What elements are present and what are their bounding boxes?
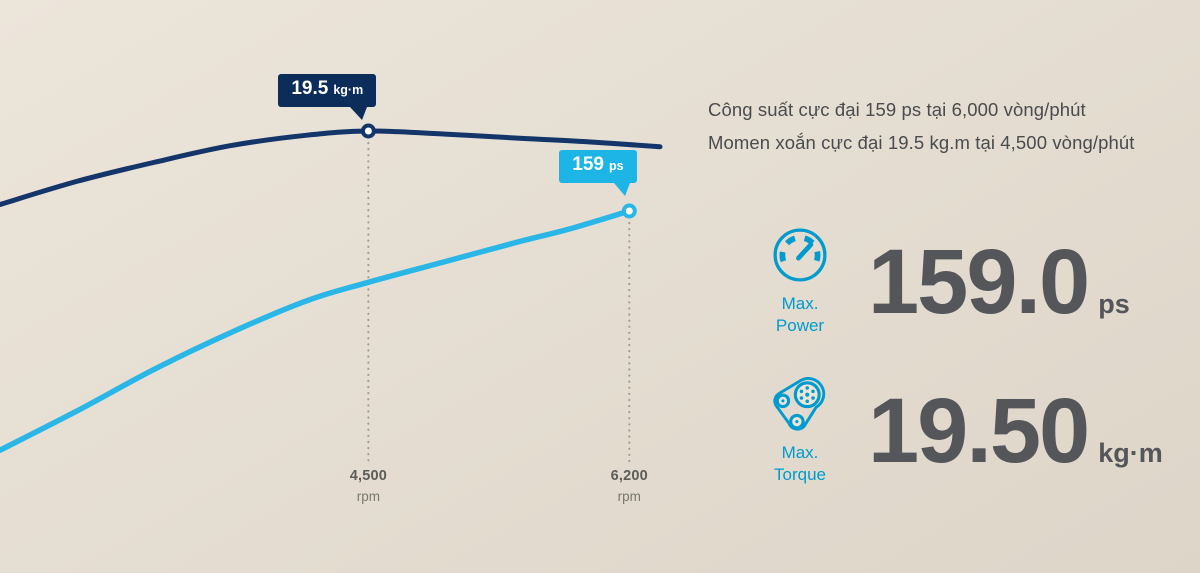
timing-belt-icon	[773, 377, 826, 431]
performance-chart: 19.5 kg·m 159 ps 4,500 rpm 6,200 rpm	[0, 74, 663, 507]
max-power-figure: 159.0 ps	[868, 236, 1130, 328]
summary-panel: Công suất cực đại 159 ps tại 6,000 vòng/…	[708, 94, 1200, 160]
torque-peak-callout: 19.5 kg·m	[278, 74, 377, 120]
power-peak-unit: ps	[609, 159, 624, 173]
summary-line-torque: Momen xoắn cực đại 19.5 kg.m tại 4,500 v…	[708, 131, 1135, 153]
speedometer-icon	[773, 228, 827, 282]
max-torque-figure: 19.50 kg·m	[868, 385, 1163, 477]
stat-label-bottom: Power	[775, 316, 825, 336]
max-power-unit: ps	[1098, 288, 1130, 319]
summary-text: Công suất cực đại 159 ps tại 6,000 vòng/…	[708, 94, 1200, 160]
max-power-value: 159.0	[868, 230, 1090, 333]
x-tick-unit: rpm	[356, 489, 380, 505]
max-torque-icon-block: Max. Torque	[748, 375, 852, 486]
power-peak-value: 159	[572, 154, 604, 175]
x-tick-value: 4,500	[349, 468, 388, 484]
max-torque-unit: kg·m	[1098, 437, 1163, 468]
summary-line-power: Công suất cực đại 159 ps tại 6,000 vòng/…	[708, 99, 1086, 120]
curves-canvas	[0, 123, 663, 464]
x-tick-6200rpm: 6,200 rpm	[611, 466, 648, 507]
max-torque-value: 19.50	[868, 379, 1090, 482]
max-power-label: Max. Power	[776, 293, 824, 337]
stat-label-bottom: Torque	[774, 465, 826, 485]
torque-peak-value: 19.5	[291, 78, 329, 99]
x-tick-unit: rpm	[617, 489, 641, 505]
max-stats: Max. Power 159.0 ps	[748, 226, 1163, 486]
torque-curve	[0, 128, 663, 207]
max-torque-label: Max. Torque	[774, 442, 826, 486]
max-power-icon-block: Max. Power	[748, 226, 852, 337]
x-tick-value: 6,200	[610, 468, 648, 484]
max-torque-stat: Max. Torque 19.50 kg·m	[748, 375, 1163, 486]
stat-label-top: Max.	[781, 443, 819, 463]
max-power-stat: Max. Power 159.0 ps	[748, 226, 1163, 337]
stat-label-top: Max.	[781, 294, 819, 313]
power-peak-callout: 159 ps	[559, 150, 637, 196]
x-tick-4500rpm: 4,500 rpm	[350, 466, 387, 507]
power-peak-marker	[621, 203, 637, 219]
torque-peak-marker	[360, 123, 376, 139]
power-curve	[0, 208, 633, 453]
torque-peak-unit: kg·m	[333, 83, 364, 97]
